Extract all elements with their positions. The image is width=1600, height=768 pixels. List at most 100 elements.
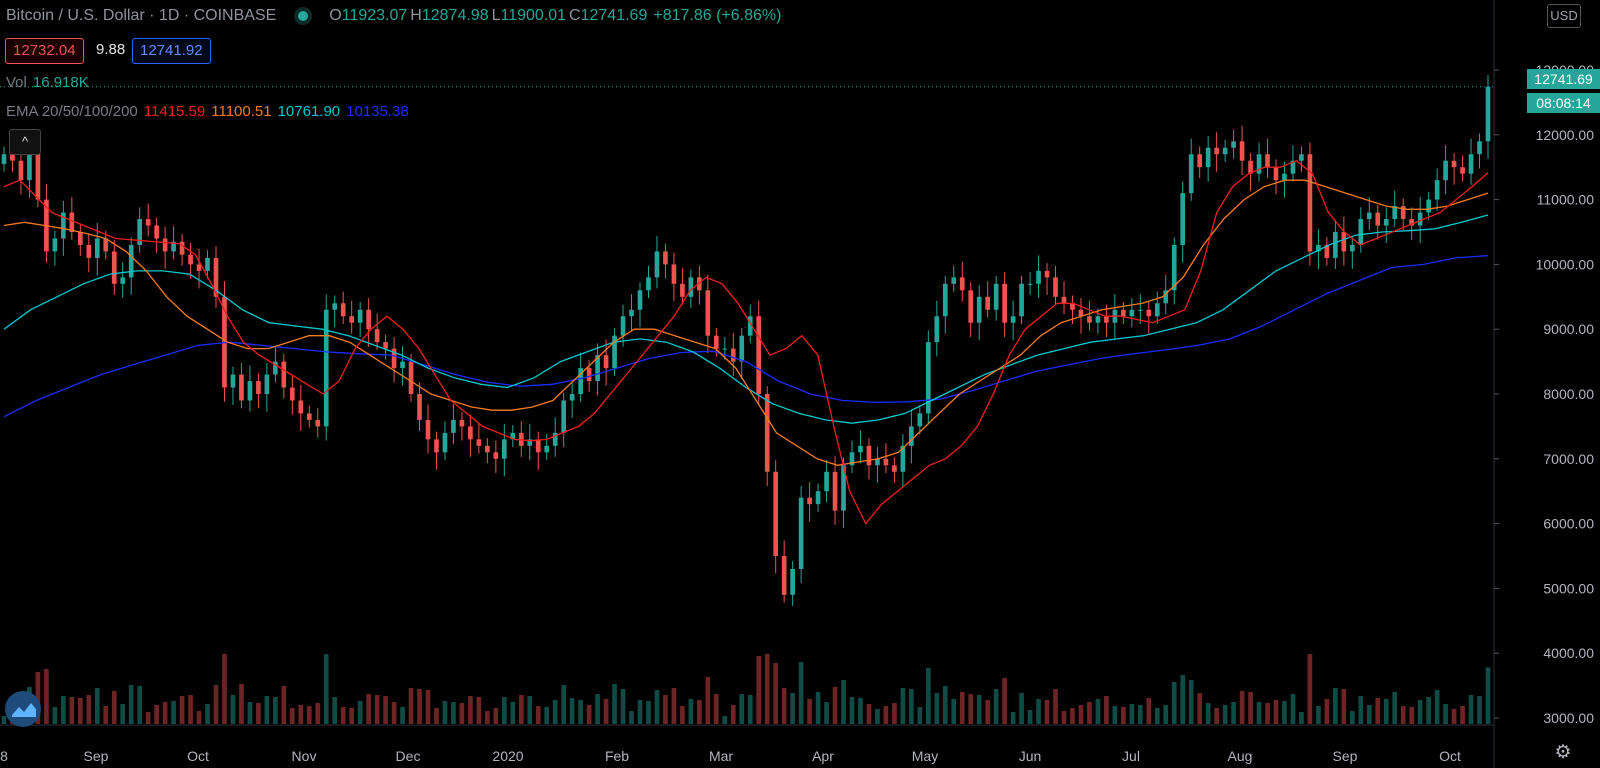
price-tick-label: 12000.00: [1536, 127, 1595, 143]
candle-body: [485, 445, 490, 453]
time-tick-label: Jun: [1019, 748, 1042, 764]
volume-bar: [1451, 709, 1457, 724]
volume-bar: [705, 677, 711, 724]
candle-body: [340, 303, 346, 317]
ema-legend[interactable]: EMA 20/50/100/200 11415.59 11100.51 10761.9…: [6, 103, 409, 120]
volume-bar: [145, 712, 151, 724]
candle-body: [239, 374, 244, 401]
volume-bar: [976, 695, 982, 724]
volume-bar: [909, 689, 914, 724]
volume-bar: [273, 697, 278, 724]
symbol-title[interactable]: Bitcoin / U.S. Dollar · 1D · COINBASE: [6, 7, 277, 24]
volume-bar: [866, 704, 872, 724]
currency-button[interactable]: USD: [1547, 4, 1581, 28]
volume-bar: [44, 669, 49, 724]
volume-bar: [1112, 706, 1118, 724]
volume-bar: [1129, 704, 1135, 724]
volume-bar: [239, 684, 244, 724]
collapse-legend-button[interactable]: ^: [9, 129, 41, 155]
sell-price-button[interactable]: 12732.04: [5, 38, 84, 64]
volume-bar: [917, 707, 923, 724]
volume-bar: [663, 695, 668, 724]
price-tick-label: 8000.00: [1543, 386, 1594, 402]
volume-bar: [849, 697, 855, 724]
candle-body: [892, 465, 897, 472]
volume-bar: [86, 695, 92, 724]
spread-value: 9.88: [96, 41, 126, 58]
volume-bar: [94, 688, 100, 724]
volume-bar: [934, 693, 940, 724]
candle-body: [909, 426, 914, 446]
volume-bar: [425, 690, 431, 724]
candle-body: [366, 309, 371, 330]
candle-body: [128, 244, 134, 278]
ema100-line: [3, 214, 1489, 424]
volume-bar: [323, 654, 329, 724]
volume-legend[interactable]: Vol 16.918K: [6, 74, 89, 91]
low-value: 11900.01: [500, 7, 567, 24]
candle-body: [569, 394, 575, 401]
volume-bar: [459, 703, 465, 724]
candle-body: [459, 419, 465, 427]
volume-bar: [756, 656, 762, 724]
volume-bar: [1282, 701, 1287, 724]
settings-gear-icon[interactable]: ⚙: [1554, 742, 1572, 763]
volume-bar: [1307, 654, 1313, 724]
volume-bar: [535, 706, 541, 724]
volume-bar: [1468, 695, 1474, 724]
volume-bar: [366, 694, 371, 724]
volume-bar: [518, 695, 524, 724]
volume-bar: [1400, 706, 1406, 724]
volume-bar: [179, 696, 185, 724]
volume-bar: [451, 702, 456, 724]
volume-bar: [561, 685, 567, 724]
candle-body: [637, 290, 643, 310]
volume-label: Vol: [6, 74, 27, 91]
volume-bar: [654, 690, 660, 724]
candle-body: [281, 361, 287, 388]
candle-body: [620, 316, 626, 336]
candle-body: [612, 335, 617, 369]
volume-bar: [764, 654, 770, 724]
time-axis: 8 Sep Oct Nov Dec 2020 Feb Mar Apr May Jun Jul Aug Se…: [0, 748, 1461, 764]
volume-bar: [315, 703, 321, 724]
time-tick-label: Oct: [1439, 748, 1461, 764]
candle-body: [713, 335, 719, 349]
candle-body: [1, 154, 7, 164]
volume-bar: [747, 695, 753, 724]
volume-bar: [1061, 711, 1067, 724]
candle-body: [493, 452, 499, 459]
candle-body: [1400, 206, 1406, 220]
candle-body: [739, 335, 745, 362]
buy-price-button[interactable]: 12741.92: [132, 38, 211, 64]
volume-bar: [349, 708, 355, 724]
candle-body: [1137, 309, 1143, 311]
volume-bar: [985, 700, 991, 724]
candle-body: [188, 254, 193, 265]
candle-body: [1333, 232, 1338, 258]
candle-body: [764, 394, 770, 472]
tradingview-logo-icon[interactable]: [5, 691, 41, 727]
ema200-value: 10135.38: [346, 103, 409, 120]
volume-bar: [442, 701, 448, 724]
candle-body: [1002, 283, 1007, 323]
candle-body: [323, 309, 329, 427]
volume-bar: [256, 703, 261, 724]
time-tick-label: Nov: [292, 748, 317, 764]
volume-bar: [128, 685, 134, 724]
volume-bar: [289, 708, 295, 724]
candle-body: [756, 316, 762, 394]
volume-bar: [1036, 699, 1041, 724]
candle-body: [654, 251, 660, 278]
candle-body: [289, 387, 295, 401]
volume-bar: [883, 706, 889, 724]
market-status-icon: [298, 11, 309, 21]
candle-body: [61, 212, 66, 239]
candle-body: [374, 329, 380, 343]
candle-body: [1426, 199, 1431, 213]
ema50-value: 11100.51: [211, 103, 272, 120]
candle-body: [1146, 309, 1152, 317]
candle-body: [544, 445, 550, 453]
price-tick-label: 7000.00: [1543, 451, 1594, 467]
